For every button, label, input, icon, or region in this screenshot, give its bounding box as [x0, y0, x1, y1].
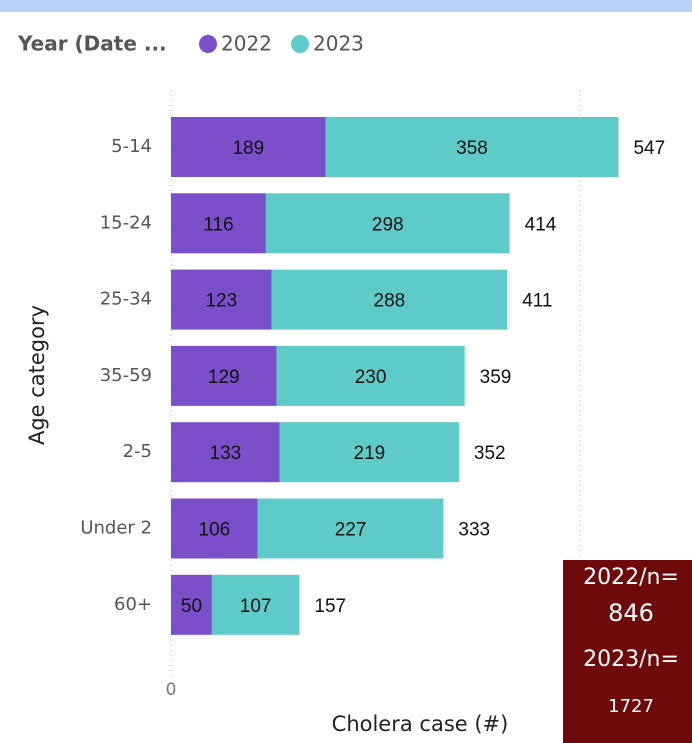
total-label: 333 [458, 520, 490, 541]
y-tick-label: 2-5 [123, 441, 152, 462]
legend-marker [199, 35, 217, 53]
data-label: 129 [208, 367, 240, 388]
data-label: 219 [354, 443, 386, 464]
y-tick-label: 5-14 [111, 136, 152, 157]
y-tick-label: 35-59 [100, 365, 152, 386]
data-label: 106 [199, 520, 231, 541]
y-tick-label: 60+ [114, 594, 152, 615]
y-tick-label: Under 2 [80, 518, 152, 539]
data-label: 107 [240, 596, 272, 617]
data-label: 227 [335, 520, 367, 541]
y-axis-title: Age category [25, 305, 49, 445]
total-label: 414 [525, 214, 557, 235]
bar-segment [257, 498, 444, 559]
bar-segment [279, 422, 459, 483]
bar-segment [171, 269, 272, 330]
bar-segment [271, 269, 508, 330]
bar-segment [276, 345, 465, 406]
y-tick-label: 15-24 [100, 212, 152, 233]
summary-text: 2023/n= [583, 647, 679, 672]
data-label: 116 [203, 214, 233, 235]
bar-segment [171, 498, 258, 559]
bar-segment [265, 193, 510, 254]
bar-segment [171, 193, 266, 254]
data-label: 230 [355, 367, 387, 388]
bar-segment [211, 574, 300, 635]
data-label: 189 [232, 138, 264, 159]
summary-text: 846 [608, 599, 654, 627]
x-axis-title: Cholera case (#) [332, 712, 509, 736]
data-label: 298 [372, 214, 404, 235]
top-band [0, 0, 692, 12]
total-label: 411 [522, 291, 552, 312]
bar-segment [325, 117, 619, 177]
bar-segment [171, 574, 212, 635]
data-label: 358 [456, 138, 488, 159]
summary-text: 2022/n= [583, 565, 679, 590]
data-label: 288 [374, 291, 406, 312]
bar-segment [171, 422, 280, 483]
x-tick-label: 0 [166, 680, 177, 700]
data-label: 50 [181, 596, 202, 617]
bar-segment [171, 345, 277, 406]
legend-marker [291, 35, 309, 53]
bar-segment [171, 117, 326, 177]
total-label: 157 [314, 596, 346, 617]
data-label: 133 [210, 443, 242, 464]
legend-title: Year (Date ... [17, 32, 167, 56]
legend-label: 2022 [221, 32, 272, 56]
summary-box [563, 560, 692, 743]
total-label: 352 [474, 443, 506, 464]
total-label: 547 [633, 138, 665, 159]
total-label: 359 [480, 367, 512, 388]
legend-label: 2023 [313, 32, 364, 56]
y-tick-label: 25-34 [100, 289, 152, 310]
data-label: 123 [205, 291, 237, 312]
summary-text: 1727 [608, 696, 654, 717]
